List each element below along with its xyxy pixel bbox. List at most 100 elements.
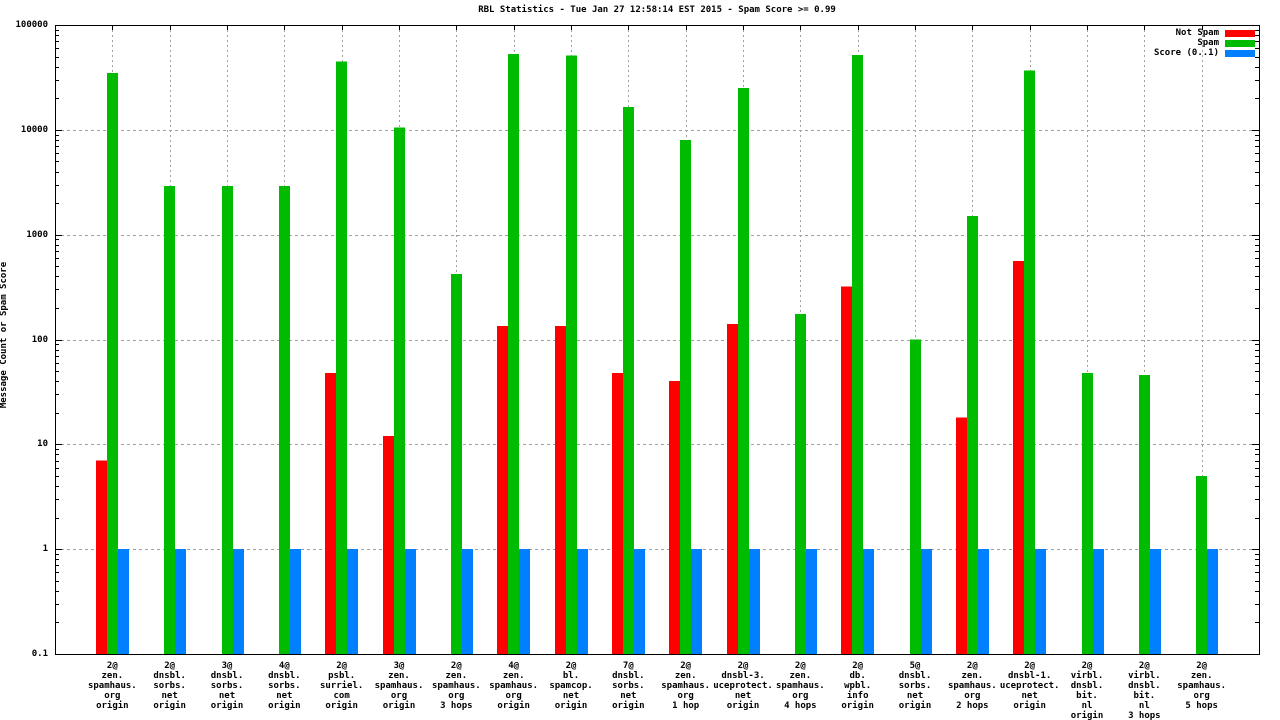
x-category-label-line: 2@ [852, 661, 864, 671]
x-category-label-line: dnsbl. [1128, 681, 1161, 691]
x-category-label: 2@ db. wpbl. info origin [813, 661, 903, 711]
x-category-label-line: dnsbl-3. [721, 671, 765, 681]
x-category-label-line: dnsbl-1. [1007, 671, 1052, 681]
x-category-label-line: spamcop. [549, 681, 593, 691]
bar-spam [394, 127, 405, 654]
x-category-label-line: 2@ [1081, 661, 1093, 671]
bar-score [863, 549, 874, 654]
x-category-label-line: bl. [562, 671, 580, 681]
bar-spam [508, 53, 519, 654]
x-category-label-line: 3 hops [440, 701, 473, 711]
x-category-label-line: info [846, 691, 869, 701]
x-category-label-line: sorbs. [210, 681, 244, 691]
bar-spam [1024, 70, 1035, 655]
x-category-label-line: net [620, 691, 637, 701]
x-category-label-line: dnsbl. [268, 671, 301, 681]
x-category-label-line: surriel. [319, 681, 364, 691]
bar-not_spam [612, 372, 623, 654]
x-category-label-line: net [906, 691, 924, 701]
bar-score [233, 549, 244, 654]
x-category-label: 2@ dnsbl-1. uceprotect. net origin [985, 661, 1075, 711]
bar-spam [852, 54, 863, 654]
legend-label: Score (0..1) [1153, 48, 1219, 58]
x-category-label-line: net [218, 691, 236, 701]
x-category-label-line: sorbs. [268, 681, 301, 691]
bar-score [749, 549, 760, 654]
legend-swatch [1225, 29, 1255, 37]
x-category-label-line: 3@ [221, 661, 233, 671]
legend: Not Spam Spam Score (0..1) [1154, 28, 1255, 58]
x-category-label-line: 2@ [106, 661, 118, 671]
bar-spam [164, 186, 175, 654]
x-category-label-line: org [390, 691, 408, 701]
bar-spam [910, 339, 921, 654]
x-category-label-line: zen. [1190, 671, 1213, 681]
x-category-label-line: org [448, 691, 465, 701]
x-category-label-line: origin [554, 701, 588, 711]
legend-item: Score (0..1) [1154, 48, 1255, 58]
bar-spam [222, 186, 233, 654]
bar-score [806, 549, 817, 654]
legend-swatch [1225, 39, 1255, 47]
x-category-label: 2@ zen. spamhaus. org 2 hops [927, 661, 1017, 711]
y-tick-label: 1000 [26, 229, 48, 240]
x-category-label: 2@ bl. spamcop. net origin [526, 661, 616, 711]
bar-score [634, 549, 645, 654]
bar-score [290, 549, 301, 654]
x-category-label-line: sorbs. [612, 681, 645, 691]
bar-score [1035, 549, 1046, 654]
bar-score [519, 549, 530, 654]
bar-score [462, 549, 473, 654]
x-category-label-line: origin [612, 701, 645, 711]
x-category-label-line: 5 hops [1185, 701, 1218, 711]
x-category-label-line: origin [726, 701, 760, 711]
x-category-label-line: psbl. [328, 671, 356, 681]
legend-item: Not Spam [1154, 28, 1255, 38]
bar-spam [451, 274, 462, 654]
x-category-label: 4@ zen. spamhaus. org origin [469, 661, 559, 711]
bar-not_spam [1013, 261, 1024, 654]
x-category-label-line: 2@ [450, 661, 462, 671]
bar-spam [1196, 475, 1207, 654]
x-category-label: 7@ dnsbl. sorbs. net origin [583, 661, 673, 711]
x-category-label-line: uceprotect. [713, 681, 773, 691]
x-category-label: 2@ virbl. dnsbl. bit. nl origin [1042, 661, 1132, 720]
x-category-label-line: origin [841, 701, 874, 711]
x-category-label-line: 2@ [1138, 661, 1150, 671]
bar-score [175, 549, 186, 654]
chart-title: RBL Statistics - Tue Jan 27 12:58:14 EST… [478, 5, 836, 15]
bar-not_spam [497, 325, 508, 654]
x-category-label-line: dnsbl. [898, 671, 932, 681]
x-category-label: 5@ dnsbl. sorbs. net origin [870, 661, 960, 711]
bar-spam [1139, 374, 1150, 654]
x-category-label-line: origin [325, 701, 358, 711]
x-category-label-line: dnsbl. [153, 671, 186, 681]
x-category-label-line: 2@ [966, 661, 978, 671]
x-category-label: 2@ zen. spamhaus. org origin [67, 661, 157, 711]
bar-spam [1082, 372, 1093, 654]
x-category-label-line: org [505, 691, 522, 701]
x-category-label-line: 4@ [278, 661, 290, 671]
x-category-label-line: 2@ [565, 661, 577, 671]
x-category-label-line: net [161, 691, 178, 701]
bar-score [1150, 549, 1161, 654]
x-category-label-line: zen. [502, 671, 525, 681]
x-category-label-line: spamhaus. [87, 681, 137, 691]
bar-score [1207, 549, 1218, 654]
x-category-label-line: zen. [101, 671, 124, 681]
bar-not_spam [669, 381, 680, 654]
x-category-label-line: virbl. [1070, 671, 1104, 681]
x-category-label-line: bit. [1133, 691, 1156, 701]
y-tick-label: 100000 [15, 20, 48, 30]
x-category-label-line: sorbs. [153, 681, 186, 691]
bar-spam [623, 107, 634, 655]
x-category-label-line: wpbl. [844, 681, 872, 691]
x-category-label-line: 2@ [1196, 661, 1208, 671]
x-category-label-line: 2@ [737, 661, 749, 671]
legend-item: Spam [1154, 38, 1255, 48]
bar-score [691, 549, 702, 654]
x-category-label-line: origin [153, 701, 186, 711]
x-category-label-line: origin [898, 701, 932, 711]
bar-not_spam [956, 417, 967, 654]
